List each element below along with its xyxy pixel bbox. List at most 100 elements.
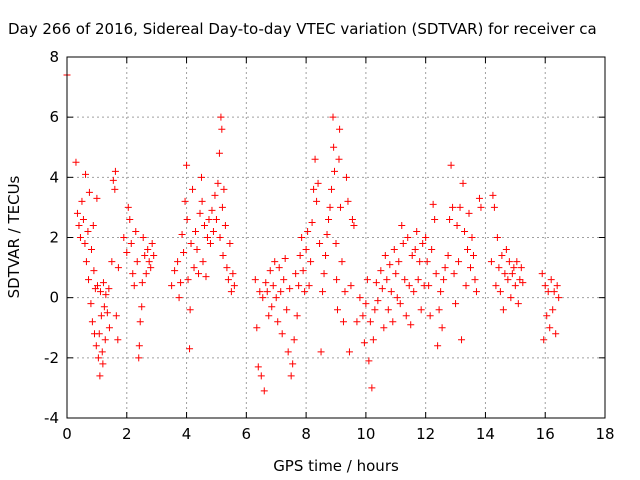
data-point <box>410 288 418 296</box>
data-point <box>398 221 406 229</box>
data-point <box>111 185 119 193</box>
data-point <box>190 264 198 272</box>
data-point <box>192 227 200 235</box>
data-point <box>100 303 108 311</box>
data-point <box>148 240 156 248</box>
x-tick-label: 6 <box>242 425 252 443</box>
data-point <box>215 149 223 157</box>
data-point <box>519 279 527 287</box>
x-tick-label: 10 <box>356 425 375 443</box>
data-point <box>230 282 238 290</box>
data-point <box>216 234 224 241</box>
data-point <box>329 113 337 121</box>
data-point <box>381 252 389 260</box>
y-tick-label: 0 <box>49 289 59 307</box>
data-point <box>138 279 146 287</box>
data-point <box>209 227 217 235</box>
data-point <box>198 197 206 205</box>
data-point <box>219 252 227 260</box>
data-point <box>274 318 282 326</box>
data-point <box>253 324 261 332</box>
data-point <box>200 221 208 229</box>
data-point <box>392 270 400 278</box>
data-point <box>99 360 107 368</box>
data-points <box>63 71 563 395</box>
data-point <box>260 387 268 395</box>
y-tick-label: 4 <box>49 168 59 186</box>
data-point <box>384 306 392 314</box>
data-point <box>203 234 211 241</box>
data-point <box>404 234 412 241</box>
data-point <box>347 282 355 290</box>
data-point <box>444 252 452 260</box>
data-point <box>493 234 501 241</box>
data-point <box>487 258 495 266</box>
data-point <box>322 252 330 260</box>
data-point <box>130 282 138 290</box>
data-point <box>319 288 327 296</box>
data-point <box>135 354 143 362</box>
data-point <box>76 234 84 241</box>
data-point <box>175 294 183 302</box>
y-tick-label: 8 <box>49 48 59 66</box>
data-point <box>447 161 455 169</box>
data-point <box>365 357 373 365</box>
data-point <box>429 200 437 208</box>
data-point <box>127 240 135 248</box>
data-point <box>211 191 219 199</box>
data-point <box>271 258 279 266</box>
data-point <box>141 252 149 260</box>
data-point <box>399 240 407 248</box>
data-point <box>507 294 515 302</box>
data-point <box>407 321 415 329</box>
data-point <box>295 282 303 290</box>
data-point <box>229 270 237 278</box>
data-point <box>105 285 113 293</box>
data-point <box>434 342 442 350</box>
data-point <box>416 258 424 266</box>
data-point <box>281 255 289 263</box>
data-point <box>135 342 143 350</box>
data-point <box>268 303 276 311</box>
data-point <box>332 240 340 248</box>
data-point <box>124 203 132 211</box>
data-point <box>465 209 473 217</box>
data-point <box>330 143 338 151</box>
data-point <box>360 339 368 347</box>
data-point <box>177 279 185 287</box>
data-point <box>383 276 391 284</box>
data-point <box>323 230 331 238</box>
data-point <box>371 306 379 314</box>
data-point <box>342 173 350 181</box>
data-point <box>199 258 207 266</box>
data-point <box>344 197 352 205</box>
data-point <box>142 270 150 278</box>
data-point <box>97 312 105 320</box>
data-point <box>390 246 398 254</box>
data-point <box>269 282 277 290</box>
data-point <box>221 221 229 229</box>
data-point <box>435 306 443 314</box>
data-point <box>405 282 413 290</box>
data-point <box>254 363 262 371</box>
data-point <box>331 167 339 175</box>
x-axis-label: GPS time / hours <box>273 457 399 475</box>
data-point <box>459 179 467 187</box>
data-point <box>196 209 204 217</box>
data-point <box>206 240 214 248</box>
data-point <box>227 288 235 296</box>
x-tick-label: 18 <box>595 425 614 443</box>
data-point <box>114 264 122 272</box>
data-point <box>464 246 472 254</box>
x-tick-label: 2 <box>122 425 132 443</box>
data-point <box>205 215 213 223</box>
data-point <box>374 297 382 305</box>
data-point <box>136 318 144 326</box>
data-point <box>90 267 98 275</box>
data-point <box>105 324 113 332</box>
data-point <box>339 318 347 326</box>
data-point <box>395 258 403 266</box>
data-point <box>93 194 101 202</box>
data-point <box>336 125 344 133</box>
data-point <box>284 348 292 356</box>
